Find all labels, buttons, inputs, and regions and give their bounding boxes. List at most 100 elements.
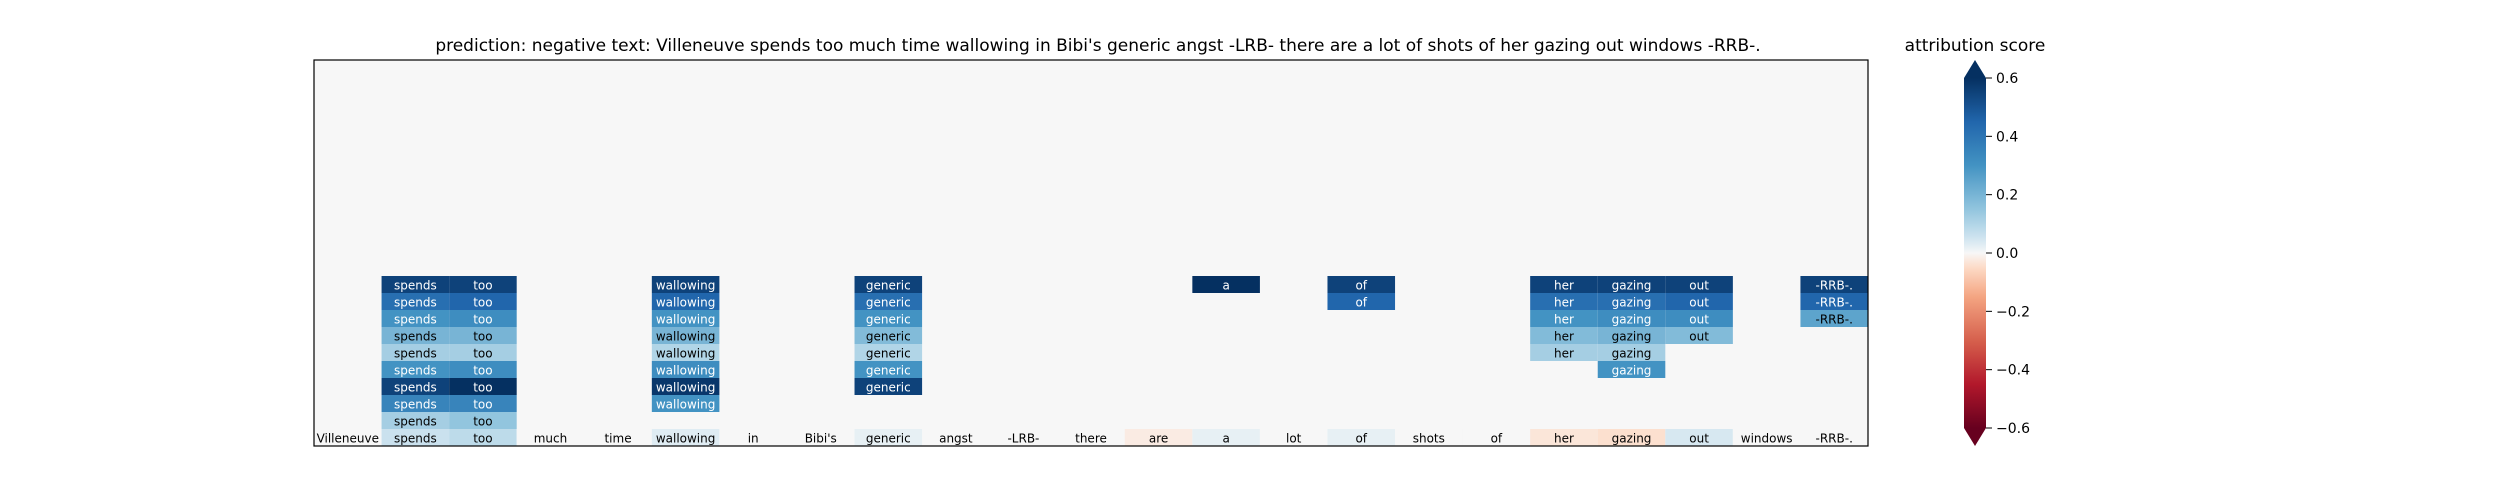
cell-token-label: of (1355, 279, 1367, 293)
token-label: generic (866, 432, 911, 446)
heatmap-cell (1530, 344, 1598, 361)
token-row-cell (1192, 429, 1260, 446)
token-label: Bibi's (805, 432, 837, 446)
token-row-cell (1800, 429, 1868, 446)
cell-token-label: her (1554, 296, 1574, 310)
heatmap-cell (1597, 276, 1666, 293)
heatmap-cell (381, 310, 450, 327)
cell-token-label: out (1689, 313, 1709, 327)
token-row-cell (1732, 429, 1801, 446)
cell-token-label: wallowing (656, 381, 716, 395)
cell-token-label: too (473, 381, 492, 395)
cell-token-label: too (473, 296, 492, 310)
heatmap-cell (1597, 310, 1666, 327)
heatmap-cell (449, 310, 517, 327)
colorbar-gradient (1964, 78, 1986, 428)
token-label: angst (939, 432, 973, 446)
token-label: there (1075, 432, 1107, 446)
token-label: wallowing (656, 432, 716, 446)
token-label: of (1355, 432, 1367, 446)
heatmap-cell (449, 276, 517, 293)
heatmap-cell (1665, 327, 1733, 344)
colorbar-tick-label: −0.4 (1996, 363, 2030, 379)
token-label: -LRB- (1007, 432, 1039, 446)
heatmap-cell (1530, 276, 1598, 293)
cell-token-label: gazing (1612, 364, 1652, 378)
colorbar-tick-label: 0.4 (1996, 129, 2018, 145)
heatmap-cell (449, 327, 517, 344)
heatmap-cell (854, 361, 923, 378)
cell-token-label: too (473, 415, 492, 429)
heatmap-cell (381, 395, 450, 412)
cell-token-label: wallowing (656, 398, 716, 412)
token-row-cell (1597, 429, 1666, 446)
heatmap-cell (854, 310, 923, 327)
cell-token-label: her (1554, 279, 1574, 293)
cell-token-label: -RRB-. (1816, 313, 1853, 327)
heatmap-cell (449, 344, 517, 361)
heatmap-cell (651, 310, 720, 327)
heatmap-cell (1597, 293, 1666, 310)
cell-token-label: out (1689, 330, 1709, 344)
colorbar-tick-label: −0.6 (1996, 421, 2030, 437)
cell-token-label: spends (394, 364, 437, 378)
cell-token-label: out (1689, 279, 1709, 293)
heatmap-cell (381, 361, 450, 378)
token-label: shots (1413, 432, 1445, 446)
token-row-cell (1462, 429, 1531, 446)
heatmap-cell (381, 412, 450, 429)
heatmap-cell (449, 378, 517, 395)
cell-token-label: wallowing (656, 296, 716, 310)
heatmap-cell (381, 293, 450, 310)
heatmap-cell (1665, 276, 1733, 293)
colorbar: 0.6 0.4 0.2 0.0 −0.2 −0.4 −0.6 (1964, 60, 2030, 446)
cell-token-label: gazing (1612, 347, 1652, 361)
cell-token-label: gazing (1612, 296, 1652, 310)
heatmap-cell (449, 412, 517, 429)
token-label: spends (394, 432, 437, 446)
token-label: out (1689, 432, 1709, 446)
token-row-cell (1259, 429, 1328, 446)
token-row-cell (922, 429, 990, 446)
cell-token-label: too (473, 398, 492, 412)
cell-token-label: of (1355, 296, 1367, 310)
heatmap-cell (651, 378, 720, 395)
cell-token-label: spends (394, 415, 437, 429)
cell-token-label: her (1554, 330, 1574, 344)
token-label: of (1491, 432, 1503, 446)
cell-token-label: gazing (1612, 279, 1652, 293)
cell-token-label: generic (866, 330, 911, 344)
token-row-cell (1665, 429, 1733, 446)
heatmap-cell (854, 344, 923, 361)
cell-token-label: spends (394, 313, 437, 327)
cell-token-label: too (473, 347, 492, 361)
cell-token-label: gazing (1612, 313, 1652, 327)
heatmap-cell (1327, 293, 1396, 310)
token-row-cell (314, 429, 382, 446)
heatmap-cell (1800, 293, 1868, 310)
heatmap-cell (1530, 310, 1598, 327)
token-label: a (1222, 432, 1229, 446)
heatmap-cell (651, 361, 720, 378)
heatmap-cell (854, 276, 923, 293)
token-row-cell (381, 429, 450, 446)
colorbar-bottom-extension (1964, 428, 1986, 446)
heatmap-background (314, 60, 1868, 446)
chart-title: prediction: negative text: Villeneuve sp… (435, 36, 1760, 56)
heatmap-cell (449, 293, 517, 310)
token-row-cell (449, 429, 517, 446)
plot-frame (313, 59, 1869, 447)
cell-token-label: -RRB-. (1816, 296, 1853, 310)
cell-token-label: generic (866, 313, 911, 327)
cell-token-label: wallowing (656, 279, 716, 293)
cell-token-label: too (473, 313, 492, 327)
heatmap-cell (1665, 293, 1733, 310)
cell-token-label: too (473, 364, 492, 378)
token-row-cell (1057, 429, 1125, 446)
cell-token-label: generic (866, 279, 911, 293)
token-row-cell (584, 429, 652, 446)
token-row-cell (1124, 429, 1193, 446)
colorbar-tick-label: 0.6 (1996, 71, 2018, 87)
heatmap-cell (854, 378, 923, 395)
